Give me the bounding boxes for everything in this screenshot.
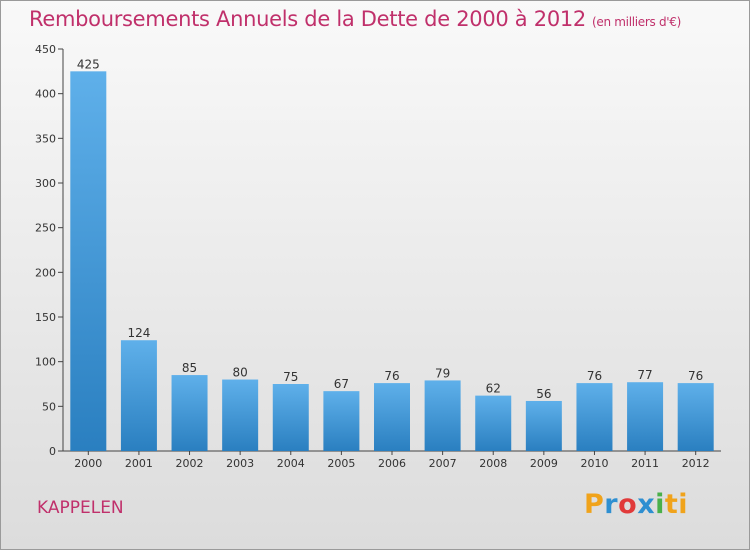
y-tick-label: 400 [35, 88, 56, 101]
data-label: 75 [283, 370, 298, 384]
logo-letter: i [655, 489, 665, 520]
x-tick-label: 2009 [530, 457, 558, 470]
bar [120, 340, 157, 451]
bar [424, 380, 461, 451]
x-tick-label: 2003 [226, 457, 254, 470]
y-tick-label: 450 [35, 43, 56, 56]
logo-letter: P [584, 489, 605, 520]
bar [627, 382, 664, 451]
data-label: 76 [587, 369, 602, 383]
bar [525, 400, 562, 451]
x-tick-label: 2012 [682, 457, 710, 470]
proxiti-logo: Proxiti [584, 489, 688, 520]
data-label: 124 [127, 326, 150, 340]
x-tick-label: 2007 [429, 457, 457, 470]
bar [272, 384, 309, 451]
title-unit: (en milliers d'€) [592, 15, 682, 29]
y-tick-label: 300 [35, 177, 56, 190]
x-tick-label: 2001 [125, 457, 153, 470]
title-text: Remboursements Annuels de la Dette de 20… [29, 7, 586, 31]
commune-name: KAPPELEN [37, 498, 124, 518]
bar [374, 383, 410, 451]
data-label: 56 [536, 387, 551, 401]
bar [323, 391, 360, 451]
y-tick-label: 250 [35, 222, 56, 235]
bar [70, 71, 107, 451]
y-tick-label: 350 [35, 132, 56, 145]
logo-letter: ti [664, 489, 689, 520]
data-label: 77 [637, 368, 652, 382]
data-label: 85 [182, 361, 197, 375]
bar [222, 379, 259, 451]
y-tick-label: 150 [35, 311, 56, 324]
x-tick-label: 2000 [74, 457, 102, 470]
logo-letter: o [618, 489, 638, 520]
x-tick-label: 2011 [631, 457, 659, 470]
data-label: 425 [77, 57, 100, 71]
x-tick-label: 2008 [479, 457, 507, 470]
logo-letter: r [604, 489, 619, 520]
data-label: 79 [435, 366, 450, 380]
bar [475, 395, 512, 451]
data-label: 76 [688, 369, 703, 383]
x-tick-label: 2004 [277, 457, 305, 470]
x-tick-label: 2010 [580, 457, 608, 470]
x-tick-label: 2006 [378, 457, 406, 470]
y-tick-label: 50 [42, 400, 56, 413]
logo-letter: x [637, 489, 656, 520]
y-tick-label: 0 [49, 445, 56, 458]
y-tick-label: 200 [35, 266, 56, 279]
bar [171, 375, 208, 451]
data-label: 76 [384, 369, 399, 383]
bar [677, 383, 714, 451]
data-label: 67 [334, 377, 349, 391]
data-label: 62 [486, 382, 501, 396]
bars [70, 71, 714, 451]
x-tick-label: 2005 [327, 457, 355, 470]
bar [576, 383, 613, 451]
chart-title: Remboursements Annuels de la Dette de 20… [29, 7, 681, 31]
x-tick-label: 2002 [176, 457, 204, 470]
y-tick-label: 100 [35, 356, 56, 369]
axes: 0 50 100 150 200 250 300 350 400 450 2000 2001 2002 2… [35, 43, 721, 470]
data-labels: 425 124 85 80 75 67 76 79 62 56 76 77 76 [77, 57, 703, 401]
data-label: 80 [233, 366, 248, 380]
